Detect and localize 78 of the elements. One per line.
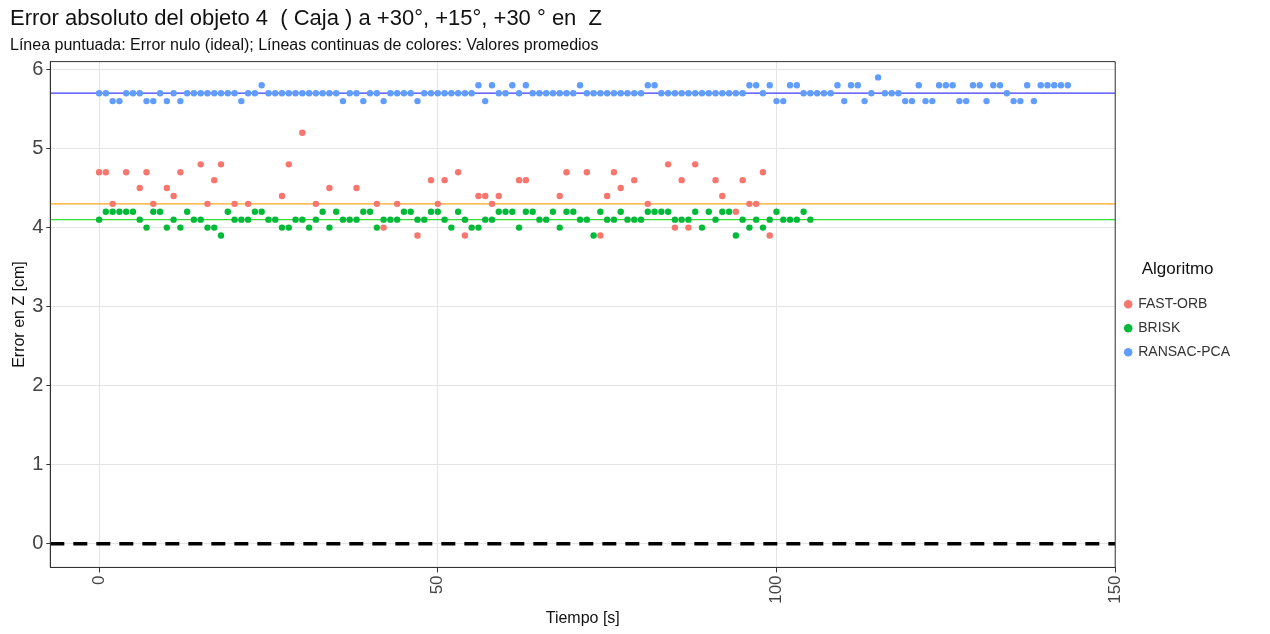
point (136, 184, 143, 192)
point (678, 176, 685, 184)
point (759, 169, 767, 176)
point (515, 176, 523, 184)
y-axis-title: Error en Z [cm] (10, 261, 28, 368)
point (610, 169, 618, 176)
point (95, 169, 103, 176)
legend-label: BRISK (1138, 319, 1181, 336)
point (454, 169, 462, 176)
point (685, 224, 692, 231)
chart-title: Error absoluto del objeto 4 ( Caja ) a +30°, +15°, +30 ° en Z (10, 5, 603, 31)
point (746, 200, 753, 208)
point (752, 200, 760, 208)
y-tick-label: 1 (32, 452, 44, 475)
point (109, 200, 116, 208)
x-axis-title: Tiempo [s] (545, 608, 620, 626)
point (278, 192, 286, 200)
point (583, 169, 591, 176)
point (434, 200, 441, 208)
legend-title: Algoritmo (1141, 258, 1214, 278)
point (380, 224, 387, 231)
point (285, 161, 292, 168)
y-tick-label: 2 (32, 373, 44, 396)
x-tick-label: 0 (88, 575, 108, 585)
point (102, 169, 110, 176)
point (211, 176, 218, 184)
point (393, 200, 401, 208)
point (244, 200, 252, 208)
point (644, 200, 651, 208)
point (326, 184, 333, 192)
point (766, 232, 773, 239)
point (475, 192, 482, 200)
point (597, 232, 604, 239)
point (143, 169, 150, 176)
point (692, 161, 699, 168)
point (312, 200, 320, 208)
y-tick-label: 4 (32, 215, 44, 238)
point (150, 200, 157, 208)
point (204, 200, 211, 208)
point (163, 184, 171, 192)
point (556, 192, 563, 200)
point (299, 129, 306, 136)
y-tick-label: 0 (32, 531, 44, 554)
point (495, 192, 502, 200)
chart-subtitle: Línea puntuada: Error nulo (ideal); Líneas continuas de colores: Valores promedios (10, 36, 599, 54)
x-tick-label: 150 (1104, 575, 1124, 604)
legend-label: FAST-ORB (1138, 295, 1208, 312)
point (488, 200, 496, 208)
point (170, 192, 177, 200)
point (739, 176, 746, 184)
point (217, 161, 225, 168)
point (603, 192, 611, 200)
y-tick-label: 3 (32, 294, 44, 317)
point (617, 184, 624, 192)
point (461, 232, 469, 239)
point (719, 192, 726, 200)
point (427, 176, 435, 184)
point (373, 200, 381, 208)
point (353, 184, 360, 192)
point (712, 176, 719, 184)
point (177, 169, 184, 176)
point (414, 232, 421, 239)
point (197, 161, 204, 168)
point (732, 208, 740, 215)
y-tick-label: 5 (32, 136, 44, 159)
point (441, 176, 448, 184)
point (631, 176, 638, 184)
legend-label: RANSAC-PCA (1138, 343, 1231, 360)
x-tick-label: 100 (766, 575, 786, 604)
point (122, 169, 130, 176)
x-tick-label: 50 (427, 575, 447, 595)
point (231, 200, 238, 208)
point (482, 192, 489, 200)
point (664, 161, 672, 168)
y-tick-label: 6 (32, 57, 44, 80)
point (522, 176, 530, 184)
point (563, 169, 570, 176)
point (671, 224, 679, 231)
